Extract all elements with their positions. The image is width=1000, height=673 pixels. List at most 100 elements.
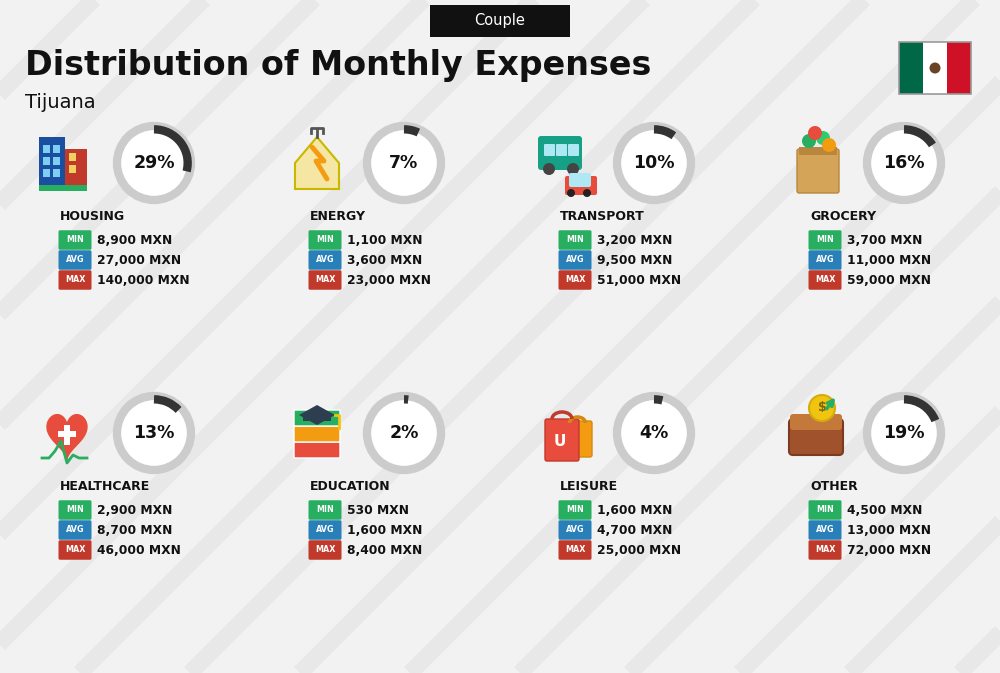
Text: 13,000 MXN: 13,000 MXN — [847, 524, 931, 536]
Text: Tijuana: Tijuana — [25, 94, 96, 112]
FancyBboxPatch shape — [43, 157, 50, 165]
Text: MAX: MAX — [315, 546, 335, 555]
Text: 2,900 MXN: 2,900 MXN — [97, 503, 172, 516]
Text: 1,600 MXN: 1,600 MXN — [597, 503, 672, 516]
FancyBboxPatch shape — [53, 169, 60, 177]
Text: 59,000 MXN: 59,000 MXN — [847, 273, 931, 287]
FancyBboxPatch shape — [64, 425, 70, 445]
Text: 16%: 16% — [883, 154, 925, 172]
FancyBboxPatch shape — [58, 520, 91, 540]
Text: AVG: AVG — [566, 526, 584, 534]
FancyBboxPatch shape — [563, 421, 592, 457]
Text: 3,700 MXN: 3,700 MXN — [847, 234, 922, 246]
Polygon shape — [47, 415, 87, 459]
Text: MAX: MAX — [815, 275, 835, 285]
FancyBboxPatch shape — [39, 137, 65, 189]
Text: MAX: MAX — [565, 546, 585, 555]
Circle shape — [867, 126, 941, 200]
Text: MIN: MIN — [816, 236, 834, 244]
Circle shape — [816, 131, 830, 145]
Text: 23,000 MXN: 23,000 MXN — [347, 273, 431, 287]
Text: Distribution of Monthly Expenses: Distribution of Monthly Expenses — [25, 48, 651, 81]
Text: MIN: MIN — [566, 236, 584, 244]
Circle shape — [567, 163, 579, 175]
Circle shape — [543, 163, 555, 175]
FancyBboxPatch shape — [789, 419, 843, 455]
FancyBboxPatch shape — [43, 169, 50, 177]
FancyBboxPatch shape — [899, 42, 923, 94]
FancyBboxPatch shape — [558, 520, 592, 540]
FancyBboxPatch shape — [538, 136, 582, 170]
Text: 3,200 MXN: 3,200 MXN — [597, 234, 672, 246]
Text: MAX: MAX — [565, 275, 585, 285]
Text: AVG: AVG — [566, 256, 584, 264]
FancyBboxPatch shape — [790, 414, 842, 430]
FancyBboxPatch shape — [43, 145, 50, 153]
Text: EDUCATION: EDUCATION — [310, 479, 391, 493]
Text: 1,100 MXN: 1,100 MXN — [347, 234, 422, 246]
Text: 8,900 MXN: 8,900 MXN — [97, 234, 172, 246]
Text: 1,600 MXN: 1,600 MXN — [347, 524, 422, 536]
FancyBboxPatch shape — [545, 419, 579, 461]
FancyBboxPatch shape — [558, 271, 592, 290]
Text: LEISURE: LEISURE — [560, 479, 618, 493]
FancyBboxPatch shape — [809, 230, 842, 250]
Text: Couple: Couple — [475, 13, 525, 28]
Text: 46,000 MXN: 46,000 MXN — [97, 544, 181, 557]
FancyBboxPatch shape — [430, 5, 570, 37]
Circle shape — [617, 396, 691, 470]
FancyBboxPatch shape — [53, 157, 60, 165]
Text: 4%: 4% — [639, 424, 669, 442]
Text: MIN: MIN — [66, 236, 84, 244]
Circle shape — [867, 396, 941, 470]
Text: MIN: MIN — [816, 505, 834, 514]
Text: 4,500 MXN: 4,500 MXN — [847, 503, 922, 516]
Text: 530 MXN: 530 MXN — [347, 503, 409, 516]
Text: AVG: AVG — [816, 256, 834, 264]
FancyBboxPatch shape — [308, 230, 342, 250]
Text: 2%: 2% — [389, 424, 419, 442]
FancyBboxPatch shape — [809, 520, 842, 540]
FancyBboxPatch shape — [556, 144, 567, 156]
FancyBboxPatch shape — [569, 173, 591, 187]
Text: MIN: MIN — [316, 236, 334, 244]
Circle shape — [117, 126, 191, 200]
FancyBboxPatch shape — [923, 42, 947, 94]
FancyBboxPatch shape — [294, 410, 340, 426]
Text: MIN: MIN — [66, 505, 84, 514]
Text: MIN: MIN — [316, 505, 334, 514]
FancyBboxPatch shape — [558, 500, 592, 520]
FancyBboxPatch shape — [544, 144, 555, 156]
FancyBboxPatch shape — [308, 271, 342, 290]
Text: OTHER: OTHER — [810, 479, 858, 493]
FancyBboxPatch shape — [558, 250, 592, 270]
Circle shape — [802, 134, 816, 148]
Text: MAX: MAX — [815, 546, 835, 555]
Text: 8,400 MXN: 8,400 MXN — [347, 544, 422, 557]
Text: 3,600 MXN: 3,600 MXN — [347, 254, 422, 267]
Text: $: $ — [818, 402, 826, 415]
FancyBboxPatch shape — [69, 153, 76, 161]
Text: 29%: 29% — [133, 154, 175, 172]
FancyBboxPatch shape — [797, 149, 839, 193]
FancyBboxPatch shape — [568, 144, 579, 156]
Text: MIN: MIN — [566, 505, 584, 514]
Polygon shape — [299, 405, 335, 425]
Circle shape — [367, 396, 441, 470]
Text: ENERGY: ENERGY — [310, 209, 366, 223]
Text: 72,000 MXN: 72,000 MXN — [847, 544, 931, 557]
FancyBboxPatch shape — [799, 147, 837, 155]
Text: TRANSPORT: TRANSPORT — [560, 209, 645, 223]
FancyBboxPatch shape — [58, 540, 91, 560]
Text: U: U — [554, 433, 566, 448]
FancyBboxPatch shape — [809, 500, 842, 520]
FancyBboxPatch shape — [294, 442, 340, 458]
Text: 8,700 MXN: 8,700 MXN — [97, 524, 172, 536]
Text: 4,700 MXN: 4,700 MXN — [597, 524, 672, 536]
Polygon shape — [295, 137, 339, 189]
FancyBboxPatch shape — [53, 145, 60, 153]
FancyBboxPatch shape — [565, 176, 597, 195]
Text: 27,000 MXN: 27,000 MXN — [97, 254, 181, 267]
FancyBboxPatch shape — [947, 42, 971, 94]
Text: MAX: MAX — [65, 546, 85, 555]
